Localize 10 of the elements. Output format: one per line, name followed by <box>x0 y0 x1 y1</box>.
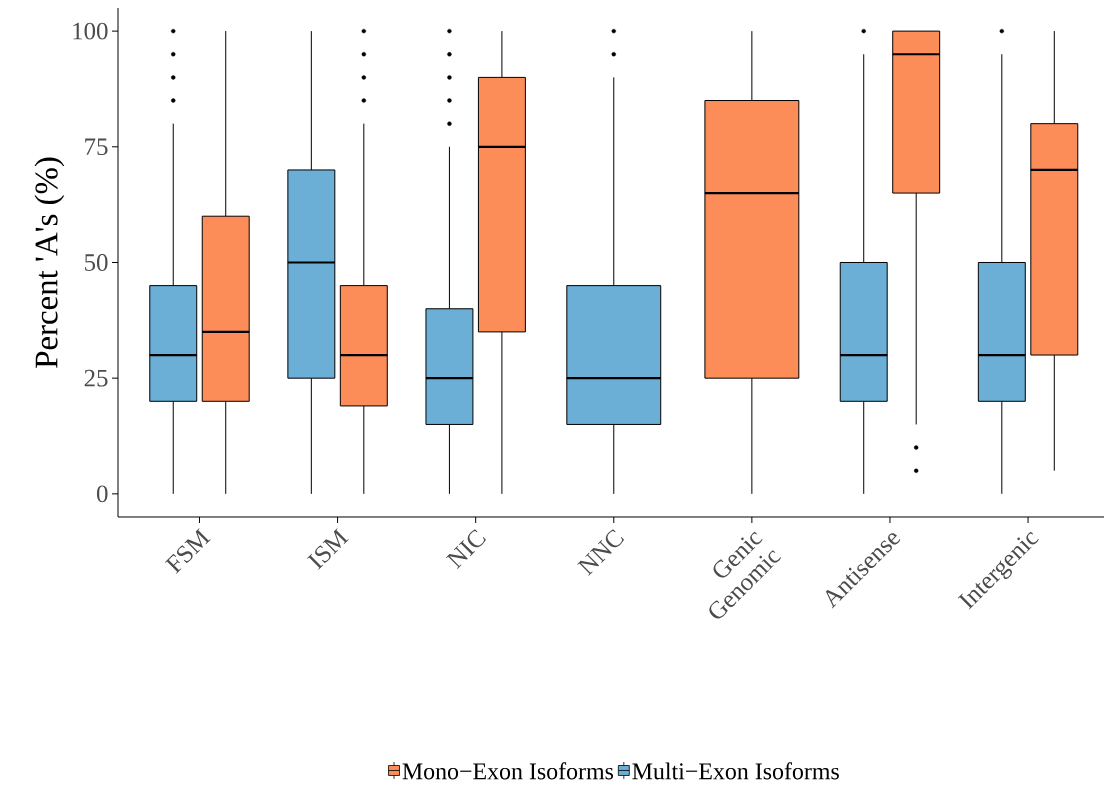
x-tick-label: ISM <box>307 528 349 570</box>
y-tick-label: 75 <box>85 138 108 156</box>
y-tick-label: 100 <box>73 22 108 40</box>
y-tick-label: 25 <box>84 369 108 387</box>
legend-label: Multi−Exon Isoforms <box>632 762 839 780</box>
legend-label: Mono−Exon Isoforms <box>402 762 614 780</box>
y-axis-title: Percent 'A's (%) <box>34 157 65 368</box>
x-tick-label: NIC <box>445 529 486 569</box>
y-tick-label: 50 <box>85 254 108 271</box>
y-tick-label: 0 <box>96 485 108 503</box>
